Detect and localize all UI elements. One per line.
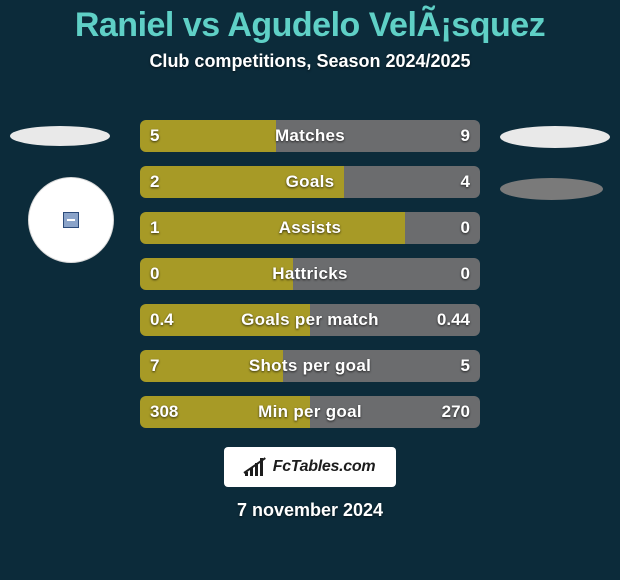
bar-left-value: 5 (150, 120, 159, 152)
bar-row: Matches5 9 (140, 120, 480, 152)
bar-right-value: 4 (461, 166, 470, 198)
bar-label: Assists (140, 212, 480, 244)
bar-label: Min per goal (140, 396, 480, 428)
bar-label: Goals (140, 166, 480, 198)
bar-row: Shots per goal7 5 (140, 350, 480, 382)
footer-date: 7 november 2024 (0, 500, 620, 521)
bar-left-value: 1 (150, 212, 159, 244)
bar-row: Assists1 0 (140, 212, 480, 244)
bar-label: Matches (140, 120, 480, 152)
bar-label: Hattricks (140, 258, 480, 290)
badge-icon (63, 212, 79, 228)
bar-right-value: 0.44 (437, 304, 470, 336)
bar-row: Goals per match0.4 0.44 (140, 304, 480, 336)
bar-left-value: 0 (150, 258, 159, 290)
player-badge (28, 177, 114, 263)
comparison-bars: Matches59Goals24Assists10Hattricks00Goal… (140, 120, 480, 442)
bar-right-value: 270 (442, 396, 470, 428)
bar-chart-icon (245, 458, 267, 476)
page-title: Raniel vs Agudelo VelÃ¡squez (0, 0, 620, 45)
bar-label: Shots per goal (140, 350, 480, 382)
bar-right-value: 0 (461, 212, 470, 244)
bar-right-value: 9 (461, 120, 470, 152)
bar-row: Goals2 4 (140, 166, 480, 198)
bar-label: Goals per match (140, 304, 480, 336)
watermark-text: FcTables.com (273, 458, 376, 476)
bar-row: Min per goal308 270 (140, 396, 480, 428)
bar-left-value: 308 (150, 396, 178, 428)
bar-left-value: 2 (150, 166, 159, 198)
decor-ellipse-left-1 (10, 126, 110, 146)
decor-ellipse-right-2 (500, 178, 603, 200)
page-subtitle: Club competitions, Season 2024/2025 (0, 51, 620, 72)
bar-right-value: 5 (461, 350, 470, 382)
bar-left-value: 0.4 (150, 304, 174, 336)
decor-ellipse-right-1 (500, 126, 610, 148)
bar-right-value: 0 (461, 258, 470, 290)
watermark: FcTables.com (224, 447, 396, 487)
bar-left-value: 7 (150, 350, 159, 382)
bar-row: Hattricks0 0 (140, 258, 480, 290)
